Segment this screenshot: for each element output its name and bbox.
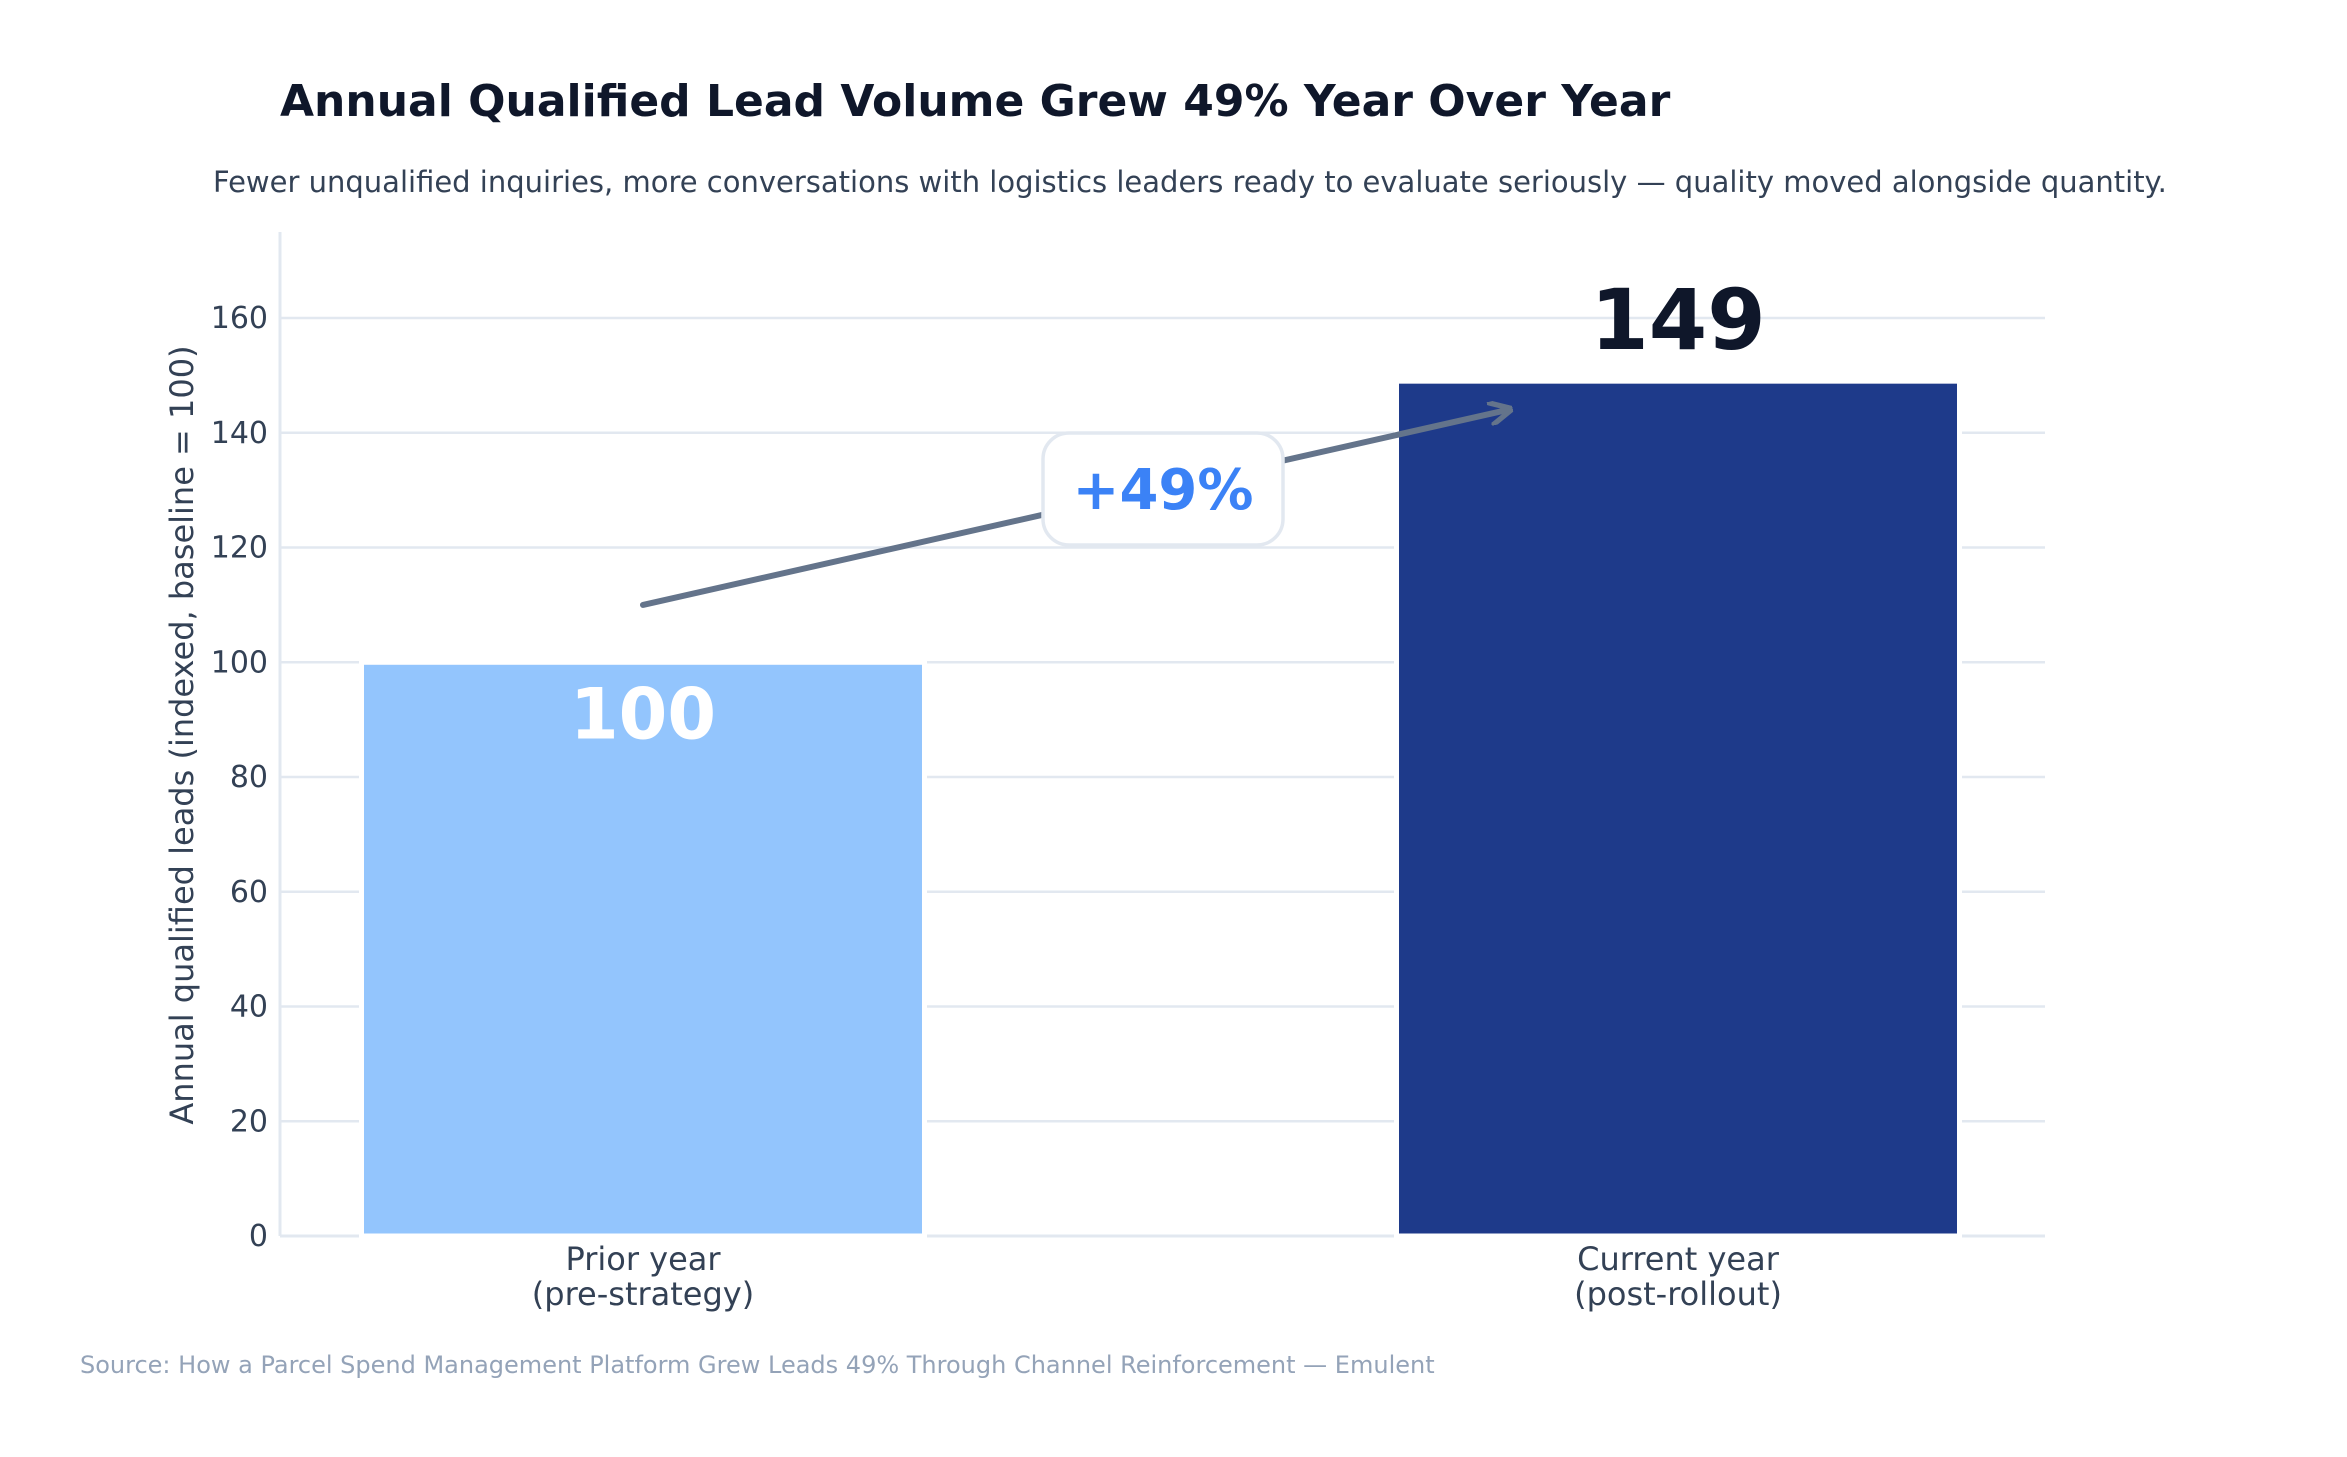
chart-title: Annual Qualified Lead Volume Grew 49% Ye…: [280, 76, 1671, 127]
source-note: Source: How a Parcel Spend Management Pl…: [80, 1351, 1435, 1379]
bar-current-year: [1394, 378, 1962, 1239]
value-label-current: 149: [1590, 271, 1765, 369]
data-labels: 100 149: [570, 271, 1766, 755]
growth-annotation-box: [1041, 431, 1285, 547]
chart-subtitle: Fewer unqualified inquiries, more conver…: [213, 165, 2167, 199]
y-tick-label: 60: [230, 875, 268, 910]
value-label-prior: 100: [570, 673, 716, 755]
y-tick-label: 160: [211, 301, 268, 336]
y-tick-label: 20: [230, 1104, 268, 1139]
y-tick-label: 80: [230, 760, 268, 795]
growth-annotation-label: +49%: [1073, 458, 1254, 523]
y-axis-label: Annual qualified leads (indexed, baselin…: [163, 345, 201, 1124]
y-tick-label: 100: [211, 645, 268, 680]
axes: 0 20 40 60 80 100 120 140 160 Prior year (pre-stra…: [211, 232, 2045, 1313]
y-tick-label: 40: [230, 990, 268, 1025]
x-tick-label: Current year (post-rollout): [1574, 1240, 1782, 1313]
growth-annotation: +49%: [640, 410, 1508, 608]
x-tick-label: Prior year (pre-strategy): [532, 1240, 754, 1313]
y-tick-label: 0: [249, 1219, 268, 1254]
bars: [359, 378, 1962, 1239]
y-tick-label: 120: [211, 531, 268, 566]
y-tick-label: 140: [211, 416, 268, 451]
bar-prior-year: [359, 659, 927, 1239]
